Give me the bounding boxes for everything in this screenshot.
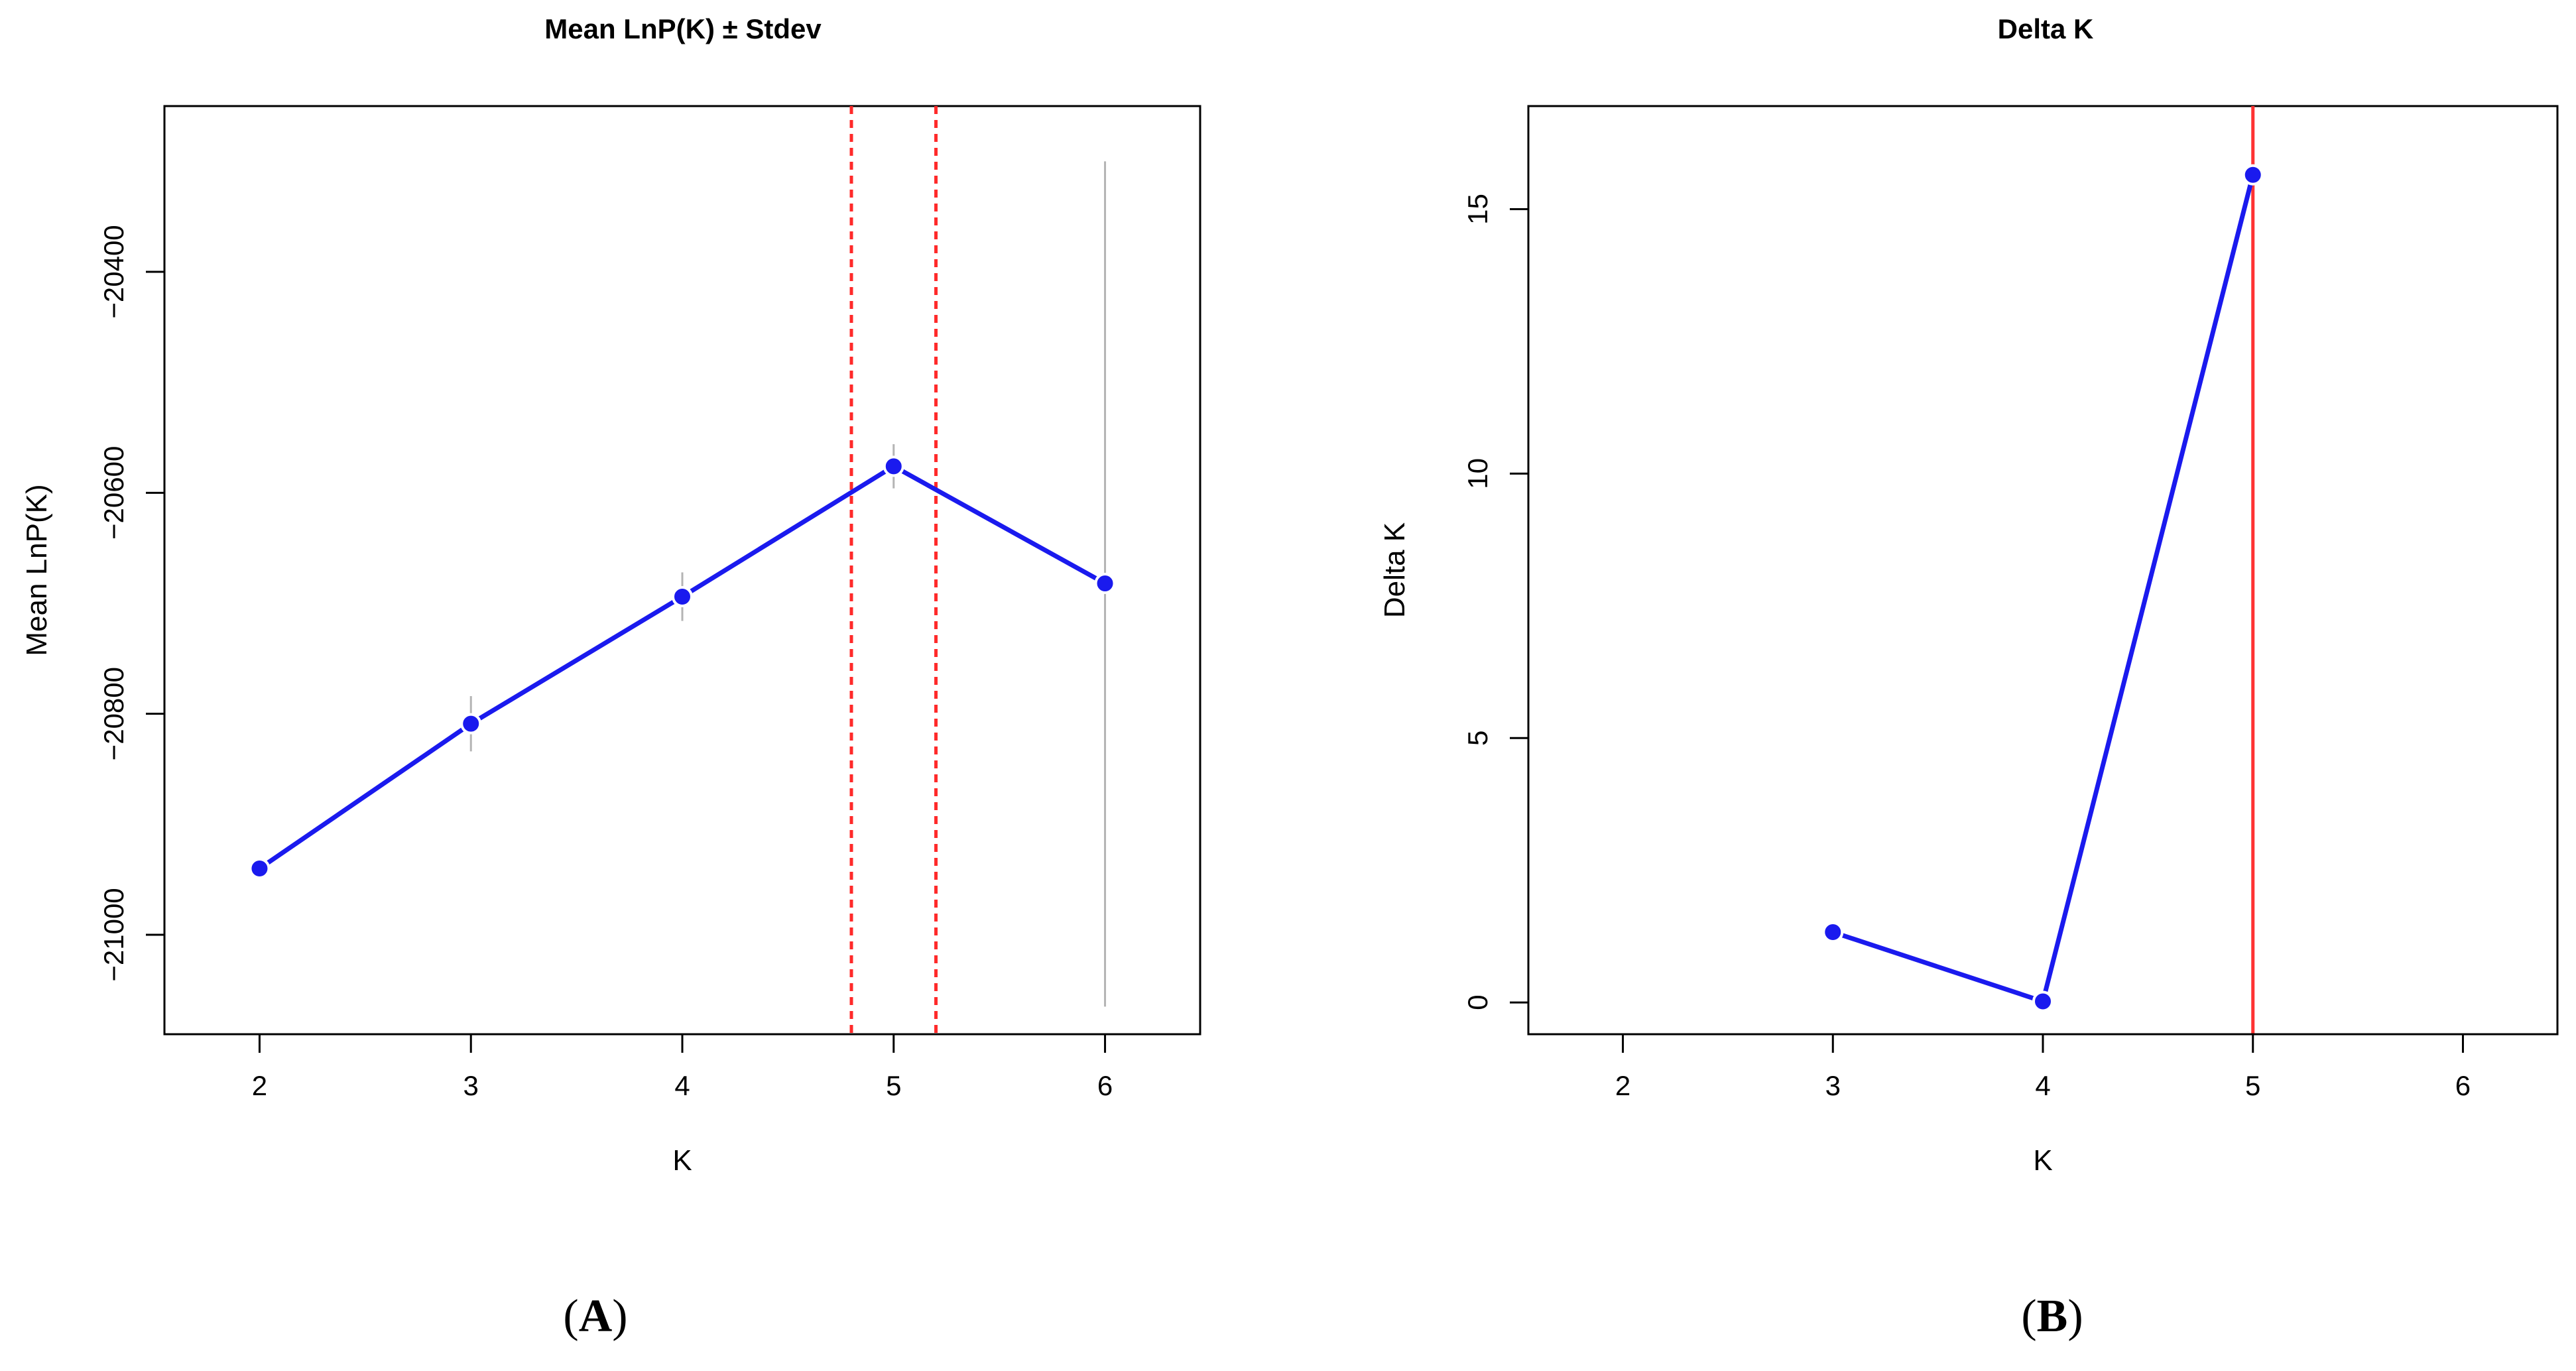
chart-b-series-line bbox=[1832, 174, 2256, 1004]
panel-label-a-letter: A bbox=[579, 1291, 613, 1342]
chart-b-x-tick-label-0: 2 bbox=[1615, 1070, 1630, 1101]
chart-a-y-tick-label-2: −20600 bbox=[98, 446, 129, 540]
chart-a-x-tick-label-0: 2 bbox=[252, 1070, 267, 1101]
chart-a-point-2 bbox=[672, 586, 693, 607]
chart-b-y-tick-label-3: 15 bbox=[1462, 194, 1493, 225]
chart-a-x-tick-label-4: 6 bbox=[1097, 1070, 1113, 1101]
chart-b-x-tick-label-1: 3 bbox=[1825, 1070, 1841, 1101]
chart-a-point-0 bbox=[249, 858, 271, 879]
chart-b-point-0 bbox=[1822, 922, 1844, 943]
chart-b-x-tick-label-3: 5 bbox=[2245, 1070, 2260, 1101]
chart-b-y-tick-label-2: 10 bbox=[1462, 458, 1493, 489]
chart-b-y-axis: 0 5 10 15 bbox=[1462, 194, 1530, 1010]
chart-a-series bbox=[249, 455, 1116, 879]
chart-a-y-tick-label-1: −20800 bbox=[98, 667, 129, 760]
panel-label-b-letter: B bbox=[2037, 1291, 2068, 1342]
chart-b-y-label: Delta K bbox=[1379, 522, 1411, 618]
panel-label-a: (A) bbox=[563, 1291, 627, 1342]
panel-label-b: (B) bbox=[2021, 1291, 2083, 1342]
chart-b-point-1 bbox=[2032, 990, 2054, 1012]
chart-b-x-tick-label-4: 6 bbox=[2455, 1070, 2471, 1101]
chart-a-plot-frame bbox=[163, 105, 1201, 1036]
chart-a-point-3 bbox=[883, 455, 904, 477]
chart-a-y-label: Mean LnP(K) bbox=[21, 484, 53, 656]
chart-b-series bbox=[1822, 164, 2264, 1012]
chart-b-point-2 bbox=[2242, 164, 2264, 186]
chart-b-y-tick-label-1: 5 bbox=[1462, 731, 1493, 746]
chart-b-y-tick-label-0: 0 bbox=[1462, 994, 1493, 1010]
chart-b-x-axis: 2 3 4 5 6 bbox=[1615, 1033, 2471, 1101]
chart-a-x-tick-label-3: 5 bbox=[886, 1070, 901, 1101]
chart-b-delta-k: Delta K 2 3 4 5 6 0 5 10 15 K Delta K (B) bbox=[1379, 13, 2559, 1342]
chart-a-error-bars bbox=[469, 161, 1107, 1007]
chart-a-series-line bbox=[258, 463, 1107, 870]
chart-a-reference-lines bbox=[849, 106, 938, 1034]
chart-a-x-axis: 2 3 4 5 6 bbox=[252, 1033, 1113, 1101]
chart-b-x-label: K bbox=[2033, 1144, 2052, 1177]
chart-a-title: Mean LnP(K) ± Stdev bbox=[544, 13, 822, 44]
chart-b-plot-frame bbox=[1527, 105, 2559, 1036]
chart-a-x-tick-label-1: 3 bbox=[463, 1070, 479, 1101]
chart-a-y-tick-label-3: −20400 bbox=[98, 225, 129, 318]
chart-a-x-tick-label-2: 4 bbox=[674, 1070, 690, 1101]
chart-a-point-4 bbox=[1094, 573, 1116, 594]
chart-b-title: Delta K bbox=[1998, 13, 2094, 44]
chart-a-y-axis: −21000 −20800 −20600 −20400 bbox=[98, 225, 166, 982]
chart-a-x-label: K bbox=[672, 1144, 692, 1177]
chart-a-point-1 bbox=[460, 713, 482, 735]
chart-b-x-tick-label-2: 4 bbox=[2035, 1070, 2050, 1101]
chart-a-y-tick-label-0: −21000 bbox=[98, 888, 129, 981]
